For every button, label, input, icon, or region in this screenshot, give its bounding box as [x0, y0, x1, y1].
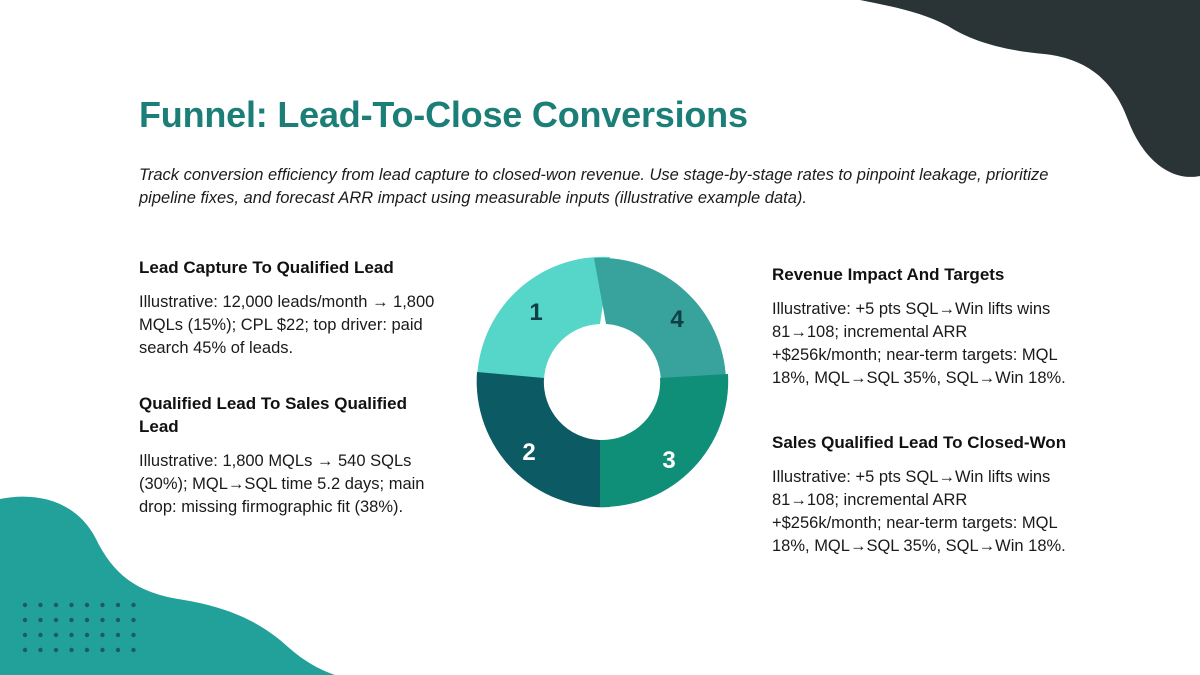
- stage-description: Illustrative: +5 pts SQL→Win lifts wins …: [772, 300, 1066, 387]
- decorative-dot: [115, 647, 121, 653]
- decorative-dot: [22, 647, 28, 653]
- decorative-dot: [84, 647, 90, 653]
- cycle-label-3: 3: [662, 447, 675, 474]
- decorative-dot: [22, 602, 28, 608]
- stage-heading: Revenue Impact And Targets: [772, 265, 1005, 284]
- cycle-segment-2: [476, 372, 610, 508]
- decorative-dot: [22, 617, 28, 623]
- decorative-dot: [53, 647, 59, 653]
- cycle-segment-4: [594, 257, 726, 392]
- stage-heading: Lead Capture To Qualified Lead: [139, 258, 394, 277]
- page-subtitle: Track conversion efficiency from lead ca…: [139, 166, 1049, 207]
- decorative-dot: [53, 632, 59, 638]
- decorative-dot: [131, 632, 136, 638]
- decorative-dot: [38, 617, 43, 623]
- cycle-label-4: 4: [670, 306, 684, 333]
- stage-block-sql-to-closed-won: Sales Qualified Lead To Closed-Won Illus…: [772, 431, 1072, 558]
- decorative-dot: [69, 647, 74, 653]
- decorative-dot: [38, 602, 43, 608]
- decorative-blob-top-right: [860, 0, 1200, 177]
- cycle-donut-diagram: 1 4 3 2: [476, 256, 729, 508]
- decorative-dot: [53, 602, 59, 608]
- decorative-dot: [84, 632, 90, 638]
- decorative-dot: [69, 617, 74, 623]
- stage-block-lead-capture: Lead Capture To Qualified Lead Illustrat…: [139, 256, 449, 360]
- stage-heading: Qualified Lead To Sales Qualified Lead: [139, 394, 407, 436]
- cycle-segment-3: [600, 374, 729, 508]
- stage-description: Illustrative: +5 pts SQL→Win lifts wins …: [772, 468, 1066, 555]
- decorative-dot: [84, 602, 90, 608]
- decorative-dot: [115, 602, 121, 608]
- page-title: Funnel: Lead-To-Close Conversions: [139, 94, 748, 135]
- decorative-dot: [131, 617, 136, 623]
- cycle-label-2: 2: [522, 439, 535, 466]
- decorative-blob-bottom-left: [0, 496, 335, 675]
- decorative-dot: [53, 617, 59, 623]
- decorative-dot: [38, 632, 43, 638]
- decorative-dot: [69, 602, 74, 608]
- decorative-dot: [131, 602, 136, 608]
- cycle-segment-1: [476, 256, 610, 383]
- decorative-dot: [100, 617, 105, 623]
- stage-block-mql-to-sql: Qualified Lead To Sales Qualified Lead I…: [139, 392, 449, 519]
- decorative-dot: [84, 617, 90, 623]
- decorative-dot: [100, 647, 105, 653]
- stage-description: Illustrative: 1,800 MQLs → 540 SQLs (30%…: [139, 452, 425, 516]
- stage-block-revenue-impact: Revenue Impact And Targets Illustrative:…: [772, 263, 1072, 390]
- decorative-dot: [69, 632, 74, 638]
- decorative-dot: [100, 632, 105, 638]
- decorative-dot: [38, 647, 43, 653]
- decorative-dot-grid: [22, 602, 136, 653]
- decorative-dot: [115, 617, 121, 623]
- decorative-dot: [131, 647, 136, 653]
- cycle-label-1: 1: [529, 299, 542, 326]
- stage-description: Illustrative: 12,000 leads/month → 1,800…: [139, 293, 435, 357]
- decorative-dot: [100, 602, 105, 608]
- decorative-dot: [115, 632, 121, 638]
- stage-heading: Sales Qualified Lead To Closed-Won: [772, 433, 1067, 452]
- decorative-dot: [22, 632, 28, 638]
